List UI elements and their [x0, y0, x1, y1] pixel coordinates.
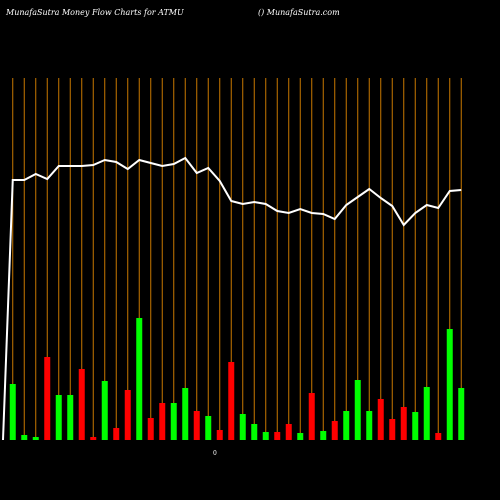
- bar: [205, 416, 212, 440]
- bar: [78, 369, 85, 440]
- bar: [9, 384, 16, 440]
- bar: [67, 395, 74, 440]
- bar: [193, 411, 200, 440]
- bar: [55, 395, 62, 440]
- bar: [320, 431, 327, 440]
- bar: [113, 428, 120, 440]
- bar: [251, 424, 258, 440]
- bar: [331, 421, 338, 440]
- bar: [239, 414, 246, 440]
- bar: [262, 432, 269, 440]
- chart-title: MunafaSutra Money Flow Charts for ATMU: [5, 8, 184, 17]
- chart-subtitle: () MunafaSutra.com: [258, 8, 340, 17]
- bar: [182, 388, 189, 440]
- bar: [389, 419, 396, 440]
- bar: [90, 437, 97, 440]
- bar: [354, 380, 361, 440]
- bar: [274, 432, 281, 440]
- bar: [446, 329, 453, 440]
- bar: [228, 362, 235, 440]
- bar: [285, 424, 292, 440]
- bar: [32, 437, 39, 440]
- bar: [216, 430, 223, 440]
- bar: [44, 357, 51, 440]
- bar: [21, 435, 28, 440]
- bar: [343, 411, 350, 440]
- money-flow-line: [2, 156, 462, 441]
- bar: [124, 390, 131, 440]
- bar: [435, 433, 442, 440]
- bar: [170, 403, 177, 440]
- bar: [297, 433, 304, 440]
- bar: [136, 318, 143, 440]
- bar: [458, 388, 465, 440]
- bar: [308, 393, 315, 440]
- bar: [366, 411, 373, 440]
- bar: [147, 418, 154, 440]
- bar: [101, 381, 108, 440]
- bar: [423, 387, 430, 440]
- bar: [412, 412, 419, 440]
- bar: [400, 407, 407, 440]
- bar: [159, 403, 166, 440]
- zero-label: 0: [213, 450, 217, 457]
- bar: [377, 399, 384, 440]
